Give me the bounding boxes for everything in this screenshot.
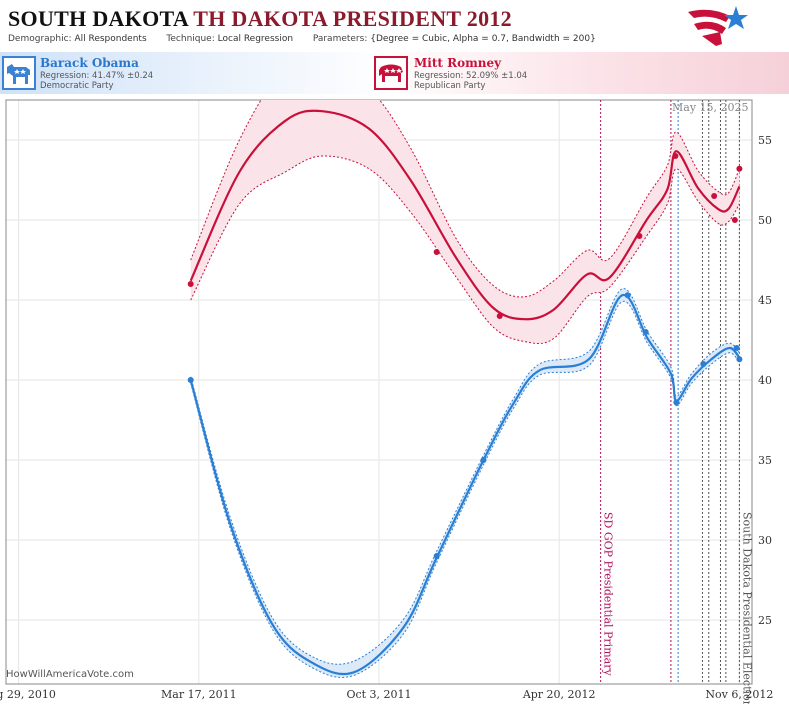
demographic-value: All Respondents	[74, 34, 147, 44]
y-tick-label: 45	[758, 294, 772, 307]
poll-point	[636, 233, 643, 239]
confidence-band	[190, 100, 740, 344]
poll-point	[187, 281, 194, 287]
poll-point	[736, 356, 743, 363]
confidence-bound	[190, 100, 740, 298]
poll-point	[672, 153, 679, 159]
as-of-date: May 15, 2025	[672, 101, 749, 114]
parameters-value: {Degree = Cubic, Alpha = 0.7, Bandwidth …	[370, 34, 596, 44]
dem-regression: Regression: 41.47% ±0.24	[40, 71, 154, 81]
event-label: SD GOP Presidential Primary	[602, 512, 615, 676]
elephant-icon	[374, 56, 408, 90]
x-tick-label: Aug 29, 2010	[0, 688, 56, 701]
y-tick-label: 40	[758, 374, 772, 387]
rep-candidate-name: Mitt Romney	[414, 56, 502, 70]
header: SOUTH DAKOTA TH DAKOTA PRESIDENT 2012 De…	[0, 0, 789, 50]
donkey-icon	[2, 56, 36, 90]
poll-point	[433, 553, 440, 559]
rep-party: Republican Party	[414, 81, 486, 91]
poll-point	[673, 399, 680, 406]
poll-point	[736, 165, 743, 172]
x-tick-label: Nov 6, 2012	[705, 688, 773, 701]
technique-label: Technique:	[166, 34, 215, 44]
event-label: South Dakota Presidential Election	[740, 512, 753, 704]
poll-point	[480, 457, 487, 463]
poll-point	[642, 329, 649, 335]
x-tick-label: Mar 17, 2011	[161, 688, 237, 701]
x-tick-label: Apr 20, 2012	[522, 688, 596, 701]
y-tick-label: 55	[758, 134, 772, 147]
poll-point	[731, 217, 738, 223]
poll-point	[700, 361, 707, 367]
title-race: TH DAKOTA PRESIDENT 2012	[193, 6, 512, 31]
candidate-dem-panel	[0, 52, 390, 94]
parameters-line: Demographic: All Respondents Technique: …	[8, 34, 596, 44]
confidence-bound	[190, 288, 740, 665]
series-group	[189, 288, 741, 678]
regression-line	[189, 294, 741, 676]
parameters-label: Parameters:	[312, 34, 368, 44]
y-tick-label: 50	[758, 214, 772, 227]
page-title: SOUTH DAKOTA TH DAKOTA PRESIDENT 2012	[8, 6, 512, 32]
demographic-label: Demographic:	[8, 34, 72, 44]
site-credit: HowWillAmericaVote.com	[6, 669, 134, 680]
y-tick-label: 30	[758, 534, 772, 547]
poll-point	[187, 377, 194, 383]
confidence-bound	[190, 301, 740, 678]
rep-regression: Regression: 52.09% ±1.04	[414, 71, 528, 81]
chart-area: SD GOP Presidential Primary South Dakota …	[0, 99, 773, 704]
poll-point	[624, 292, 631, 299]
regression-line	[189, 109, 741, 321]
poll-point	[711, 193, 718, 199]
y-tick-label: 35	[758, 454, 772, 467]
poll-point	[433, 249, 440, 255]
dem-candidate-name: Barack Obama	[40, 56, 139, 70]
x-tick-label: Oct 3, 2011	[346, 688, 411, 701]
technique-value: Local Regression	[217, 34, 294, 44]
y-tick-label: 25	[758, 614, 772, 627]
title-state: SOUTH DAKOTA	[8, 6, 188, 31]
series-group	[189, 100, 741, 345]
confidence-bound	[190, 155, 740, 345]
candidate-bar: Barack Obama Regression: 41.47% ±0.24 De…	[0, 52, 789, 94]
flag-star-logo	[688, 6, 748, 46]
poll-point	[496, 313, 503, 319]
candidate-rep-panel	[372, 52, 789, 94]
dem-party: Democratic Party	[40, 81, 114, 91]
poll-point	[733, 345, 740, 351]
